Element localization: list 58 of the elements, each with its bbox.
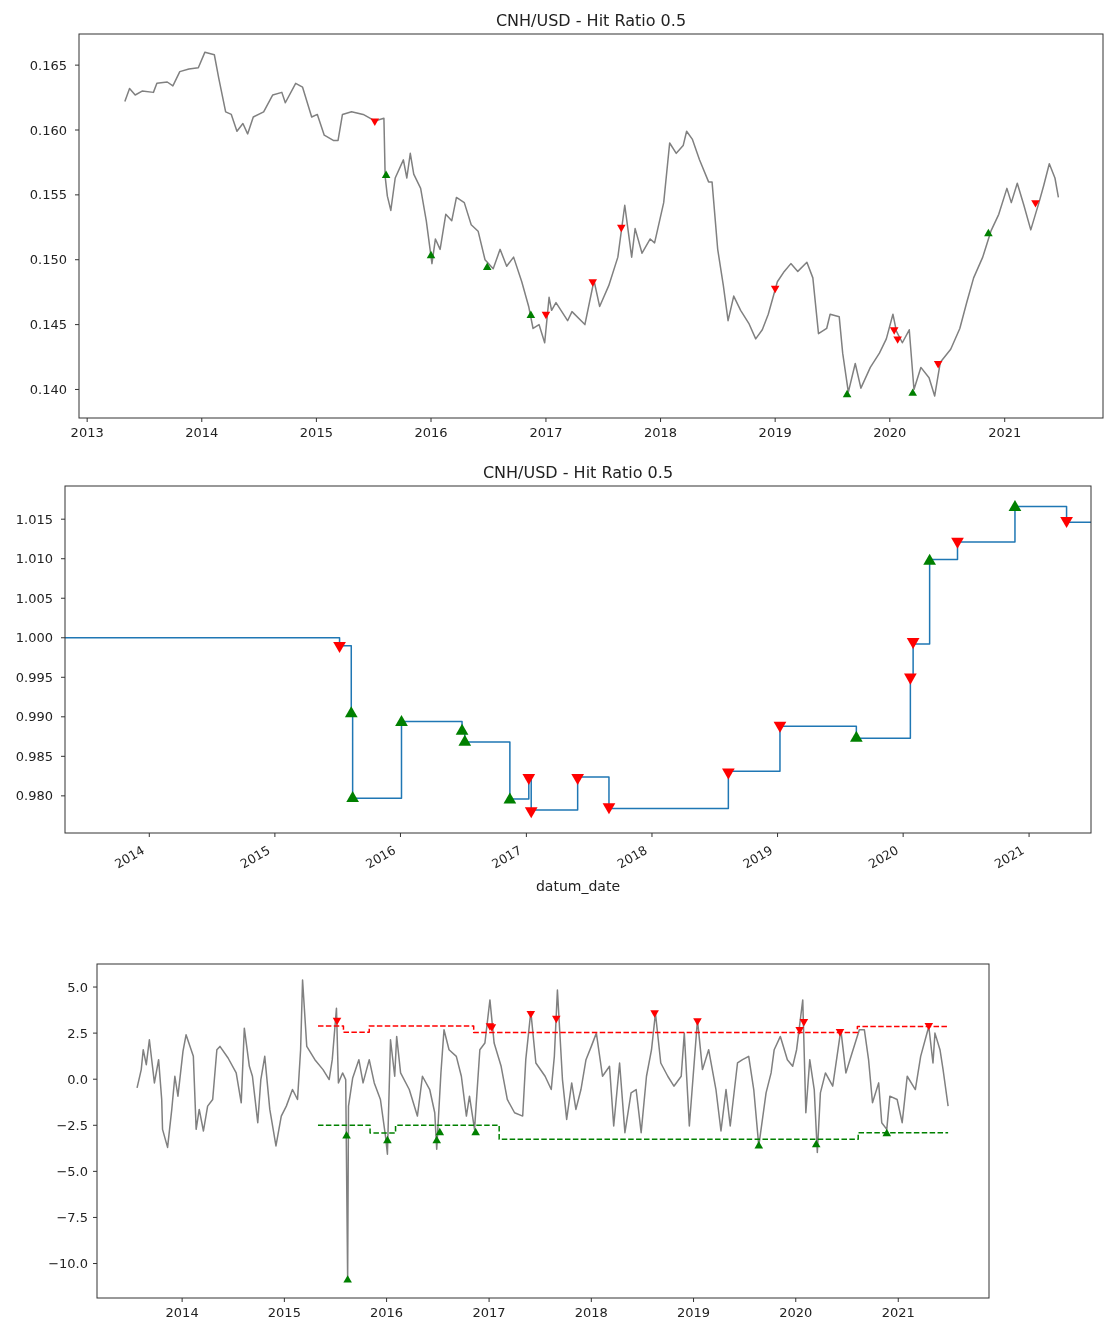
x-tick-label: 2020 bbox=[873, 425, 907, 440]
y-tick-label: 1.015 bbox=[15, 511, 53, 527]
y-tick-label: 0.165 bbox=[29, 57, 67, 73]
y-tick-label: 5.0 bbox=[67, 979, 88, 995]
x-tick-label: 2018 bbox=[574, 1305, 608, 1320]
point bbox=[552, 1015, 561, 1024]
y-tick-label: 0.985 bbox=[15, 748, 53, 764]
point bbox=[811, 1139, 821, 1148]
point bbox=[650, 1010, 659, 1018]
y-tick-label: 0.150 bbox=[29, 252, 67, 268]
y-tick-label: 2.5 bbox=[67, 1025, 88, 1041]
point bbox=[526, 1010, 536, 1019]
chart-title: CNH/USD - Hit Ratio 0.5 bbox=[495, 11, 687, 30]
x-tick-label: 2015 bbox=[267, 1305, 301, 1320]
y-tick-label: 1.005 bbox=[15, 590, 53, 606]
x-tick-label: 2016 bbox=[370, 1305, 404, 1320]
y-tick-label: 0.145 bbox=[29, 317, 67, 333]
y-tick-label: 0.980 bbox=[15, 788, 53, 804]
point bbox=[882, 1128, 892, 1137]
y-tick-label: 0.155 bbox=[29, 187, 67, 203]
point bbox=[432, 1135, 442, 1144]
x-tick-label: 2019 bbox=[758, 425, 792, 440]
x-tick-label: 2016 bbox=[414, 425, 448, 440]
y-tick-label: −7.5 bbox=[56, 1210, 88, 1225]
point bbox=[799, 1019, 809, 1027]
y-tick-label: 0.990 bbox=[15, 709, 53, 725]
point bbox=[924, 1022, 934, 1031]
x-tick-label: 2015 bbox=[299, 425, 333, 440]
y-tick-label: −5.0 bbox=[56, 1163, 88, 1179]
x-tick-label: 2021 bbox=[988, 425, 1022, 440]
y-tick-label: 0.0 bbox=[67, 1071, 88, 1087]
point bbox=[435, 1127, 445, 1136]
y-tick-label: 0.160 bbox=[29, 122, 67, 138]
x-tick-label: 2021 bbox=[881, 1305, 915, 1320]
y-tick-label: 1.000 bbox=[15, 630, 53, 646]
point bbox=[835, 1028, 845, 1037]
x-tick-label: 2014 bbox=[165, 1305, 199, 1320]
y-tick-label: 1.010 bbox=[15, 551, 53, 567]
point bbox=[754, 1140, 764, 1149]
point bbox=[383, 1135, 392, 1144]
point bbox=[332, 1017, 342, 1026]
point bbox=[471, 1127, 480, 1136]
y-tick-label: −10.0 bbox=[48, 1256, 88, 1272]
chart-title: CNH/USD - Hit Ratio 0.5 bbox=[482, 463, 674, 482]
x-tick-label: 2017 bbox=[472, 1305, 506, 1320]
point bbox=[795, 1026, 804, 1035]
line-series bbox=[124, 51, 1060, 397]
y-tick-label: −2.5 bbox=[56, 1117, 88, 1133]
point bbox=[693, 1018, 702, 1026]
y-tick-label: 0.995 bbox=[15, 669, 53, 685]
x-tick-label: 2019 bbox=[676, 1305, 711, 1320]
x-tick-label: 2018 bbox=[644, 425, 678, 440]
x-tick-label: 2020 bbox=[779, 1305, 813, 1320]
y-tick-label: 0.140 bbox=[29, 382, 67, 398]
x-tick-label: 2014 bbox=[185, 425, 219, 440]
x-tick-label: 2017 bbox=[529, 425, 563, 440]
x-axis-title: datum_date bbox=[535, 878, 621, 894]
x-tick-label: 2013 bbox=[70, 425, 104, 440]
